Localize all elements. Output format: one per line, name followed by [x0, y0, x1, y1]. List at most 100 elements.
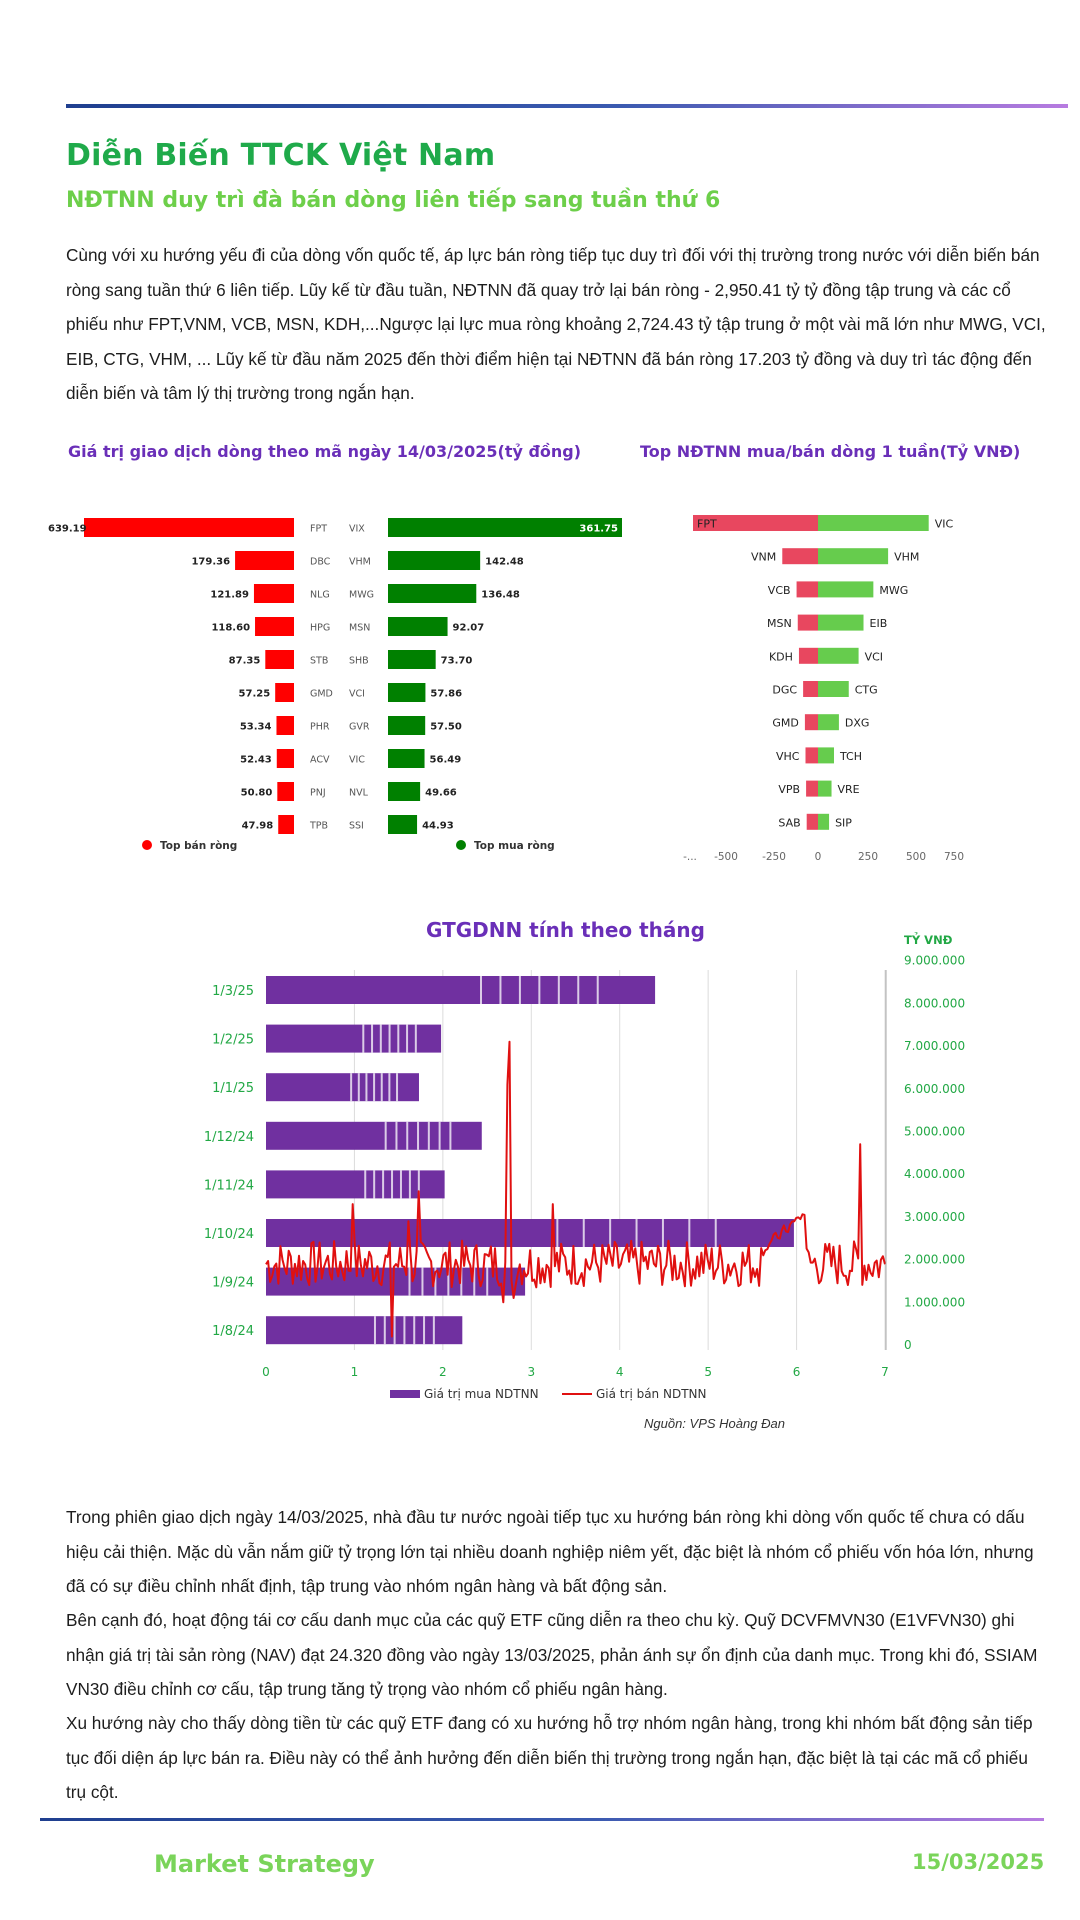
- bar-stripe: [393, 1316, 396, 1345]
- bar-stripe: [391, 1170, 394, 1199]
- weekly-net-chart: FPT VIC VNM VHM VCB MWG MSN EIB KDH VCI DGC CTG GMD D…: [683, 515, 964, 863]
- buy-bar: [388, 551, 481, 570]
- sell-bar: [275, 683, 294, 702]
- weekly-buy-ticker: TCH: [839, 750, 862, 763]
- bar-stripe: [388, 1073, 391, 1102]
- monthly-category-label: 1/12/24: [204, 1130, 254, 1145]
- sell-bar: [255, 617, 294, 636]
- buy-value-label: 56.49: [430, 755, 462, 766]
- weekly-x-tick: -...: [683, 851, 697, 863]
- sell-ticker-label: NLG: [310, 590, 330, 601]
- monthly-category-label: 1/11/24: [204, 1178, 254, 1193]
- bar-stripe: [714, 1219, 717, 1247]
- bar-stripe: [408, 1170, 411, 1199]
- buy-bar: [388, 749, 425, 768]
- bar-stripe: [373, 1316, 376, 1345]
- weekly-x-tick: -500: [714, 851, 738, 863]
- weekly-sell-bar: [782, 548, 818, 565]
- bar-stripe: [382, 1170, 385, 1199]
- page-title: Diễn Biến TTCK Việt Nam: [66, 138, 496, 173]
- weekly-buy-bar: [818, 515, 929, 531]
- buy-bar: [388, 584, 477, 603]
- weekly-buy-bar: [818, 647, 859, 664]
- bottom-divider: [40, 1818, 1044, 1821]
- weekly-sell-bar: [796, 581, 818, 598]
- buy-ticker-label: VIX: [349, 524, 365, 535]
- monthly-buy-bar: [266, 1024, 442, 1053]
- bar-stripe: [373, 1170, 376, 1199]
- chart-source: Nguồn: VPS Hoàng Đan: [644, 1416, 785, 1431]
- sell-ticker-label: GMD: [310, 689, 333, 700]
- bar-stripe: [397, 1024, 400, 1053]
- monthly-y2-tick: 3.000.000: [904, 1210, 965, 1224]
- sell-bar: [276, 716, 294, 735]
- sell-ticker-label: TPB: [309, 821, 328, 832]
- sell-ticker-label: STB: [310, 656, 328, 667]
- weekly-buy-ticker: VIC: [935, 518, 954, 531]
- monthly-chart: 1/3/25 1/2/25 1/1/25 1/12/24 1/11/24 1/10/24 1…: [204, 954, 965, 1401]
- buy-value-label: 57.86: [430, 689, 462, 700]
- buy-ticker-label: GVR: [349, 722, 370, 733]
- monthly-x-tick: 5: [704, 1365, 712, 1379]
- buy-ticker-label: VCI: [349, 689, 365, 700]
- bar-stripe: [350, 1073, 353, 1102]
- sell-bar: [235, 551, 294, 570]
- monthly-x-tick: 3: [527, 1365, 535, 1379]
- monthly-y2-tick: 0: [904, 1338, 912, 1352]
- sell-bar: [277, 782, 294, 801]
- buy-value-label: 49.66: [425, 788, 457, 799]
- weekly-sell-ticker: DGC: [772, 684, 797, 697]
- legend-sell-label: Giá trị bán NDTNN: [596, 1387, 706, 1401]
- monthly-y2-label: TỶ VNĐ: [904, 933, 953, 947]
- bar-stripe: [556, 1219, 559, 1247]
- bar-stripe: [486, 1267, 489, 1296]
- buy-value-label: 92.07: [453, 623, 485, 634]
- monthly-x-tick: 4: [616, 1365, 624, 1379]
- weekly-sell-bar: [803, 681, 818, 697]
- monthly-buy-bar: [266, 1316, 463, 1345]
- buy-ticker-label: MWG: [349, 590, 374, 601]
- sell-ticker-label: ACV: [310, 755, 330, 766]
- buy-bar: [388, 650, 436, 669]
- bar-stripe: [635, 1219, 638, 1247]
- buy-value-label: 361.75: [579, 524, 618, 535]
- weekly-sell-ticker: VPB: [778, 783, 800, 796]
- bar-stripe: [365, 1073, 368, 1102]
- bar-stripe: [449, 1121, 452, 1150]
- monthly-buy-bar: [266, 1121, 482, 1150]
- sell-value-label: 47.98: [242, 821, 274, 832]
- bar-stripe: [557, 976, 560, 1004]
- weekly-buy-bar: [818, 813, 830, 830]
- body-paragraph-2: Bên cạnh đó, hoạt động tái cơ cấu danh m…: [66, 1610, 1038, 1699]
- bar-stripe: [460, 1267, 463, 1296]
- bar-stripe: [518, 976, 521, 1004]
- buy-value-label: 57.50: [430, 722, 462, 733]
- sell-bar: [276, 749, 294, 768]
- weekly-x-tick: 0: [815, 851, 822, 863]
- bar-stripe: [688, 1219, 691, 1247]
- bar-stripe: [362, 1024, 365, 1053]
- sell-ticker-label: DBC: [310, 557, 331, 568]
- bar-stripe: [417, 1121, 420, 1150]
- monthly-y2-tick: 8.000.000: [904, 996, 965, 1010]
- buy-value-label: 142.48: [485, 557, 524, 568]
- bar-stripe: [421, 1267, 424, 1296]
- weekly-sell-ticker: KDH: [769, 650, 793, 663]
- bar-stripe: [427, 1121, 430, 1150]
- weekly-buy-bar: [818, 614, 864, 631]
- bar-stripe: [432, 1316, 435, 1345]
- monthly-category-label: 1/3/25: [212, 984, 254, 999]
- monthly-y2-tick: 9.000.000: [904, 954, 965, 968]
- weekly-sell-ticker: MSN: [767, 617, 792, 630]
- weekly-buy-bar: [818, 747, 834, 764]
- bar-stripe: [434, 1267, 437, 1296]
- monthly-x-tick: 6: [793, 1365, 801, 1379]
- weekly-buy-ticker: VCI: [865, 650, 883, 663]
- buy-bar: [388, 782, 421, 801]
- sell-value-label: 87.35: [229, 656, 261, 667]
- weekly-buy-ticker: DXG: [845, 717, 870, 730]
- daily-net-chart: 639.19 FPT VIX 361.75 179.36 DBC VHM 142.48 121.…: [48, 518, 622, 852]
- buy-ticker-label: VIC: [349, 755, 365, 766]
- monthly-buy-bar: [266, 1170, 445, 1199]
- weekly-chart-title: Top NĐTNN mua/bán dòng 1 tuần(Tỷ VNĐ): [640, 442, 1021, 461]
